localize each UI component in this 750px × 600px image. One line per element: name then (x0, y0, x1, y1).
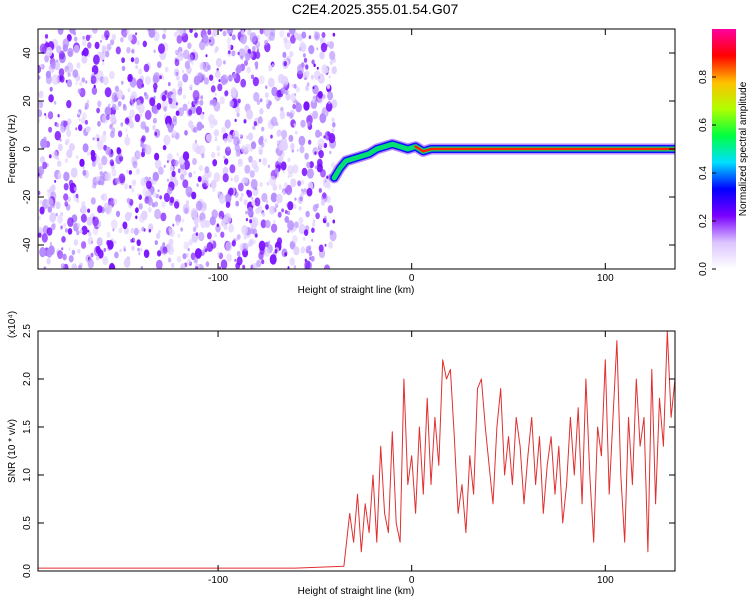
spectrogram-y-tick-label: -20 (22, 189, 33, 204)
colorbar: 0.0 0.2 0.4 0.6 0.8 Normalized spectral ampl… (698, 29, 749, 276)
snr-background (38, 331, 675, 571)
snr-x-tick-label: -100 (208, 575, 228, 586)
colorbar-tick-label: 0.0 (698, 262, 709, 276)
snr-series (38, 331, 675, 569)
spectrogram-x-ticks: -100 0 100 (208, 29, 614, 284)
snr-y-tick-label: 1.5 (22, 420, 33, 434)
spectrogram-x-axis-label: Height of straight line (km) (298, 285, 415, 296)
figure-title: C2E4.2025.355.01.54.G07 (292, 1, 459, 17)
snr-x-tick-label: 100 (597, 575, 614, 586)
snr-x-axis-label: Height of straight line (km) (298, 586, 415, 597)
snr-y-axis-label: SNR (10 * v/v) (7, 419, 18, 483)
spectrogram-y-tick-label: 0 (22, 146, 33, 152)
spectrogram-y-tick-label: -40 (22, 237, 33, 252)
colorbar-ticks: 0.0 0.2 0.4 0.6 0.8 (698, 70, 716, 276)
spectrogram-y-tick-label: 40 (22, 47, 33, 59)
spectrogram-panel: -100 0 100 -40 -20 0 20 40 Height of straight … (7, 28, 676, 296)
colorbar-tick-label: 0.8 (698, 70, 709, 84)
colorbar-tick-label: 0.6 (698, 118, 709, 132)
snr-y-tick-label: 2.0 (22, 372, 33, 386)
colorbar-tick-label: 0.4 (698, 166, 709, 180)
snr-line (38, 331, 675, 569)
snr-y-ticks: 0.0 0.5 1.0 1.5 2.0 2.5 (22, 324, 675, 578)
spectrogram-y-tick-label: 20 (22, 95, 33, 107)
spectrogram-y-ticks: -40 -20 0 20 40 (22, 47, 675, 252)
colorbar-label: Normalized spectral amplitude (738, 81, 749, 216)
snr-frame (37, 330, 676, 572)
snr-y-tick-label: 0.0 (22, 564, 33, 578)
spectrogram-x-tick-label: 0 (409, 273, 415, 284)
snr-x-tick-label: 0 (409, 575, 415, 586)
snr-y-tick-label: 0.5 (22, 516, 33, 530)
snr-x-ticks: -100 0 100 (208, 331, 614, 586)
colorbar-tick-label: 0.2 (698, 214, 709, 228)
snr-y-multiplier: (x10⁴) (7, 311, 18, 338)
ridge-core (414, 145, 675, 153)
colorbar-gradient (712, 29, 736, 269)
snr-panel: -100 0 100 0.0 0.5 1.0 1.5 2.0 2.5 Height of st… (7, 311, 676, 597)
snr-y-tick-label: 1.0 (22, 468, 33, 482)
frequency-ridge (328, 138, 675, 184)
spectrogram-x-tick-label: -100 (208, 273, 228, 284)
spectrogram-y-axis-label: Frequency (Hz) (7, 115, 18, 184)
spectrogram-x-tick-label: 100 (597, 273, 614, 284)
snr-y-tick-label: 2.5 (22, 324, 33, 338)
noise-field (38, 29, 338, 269)
